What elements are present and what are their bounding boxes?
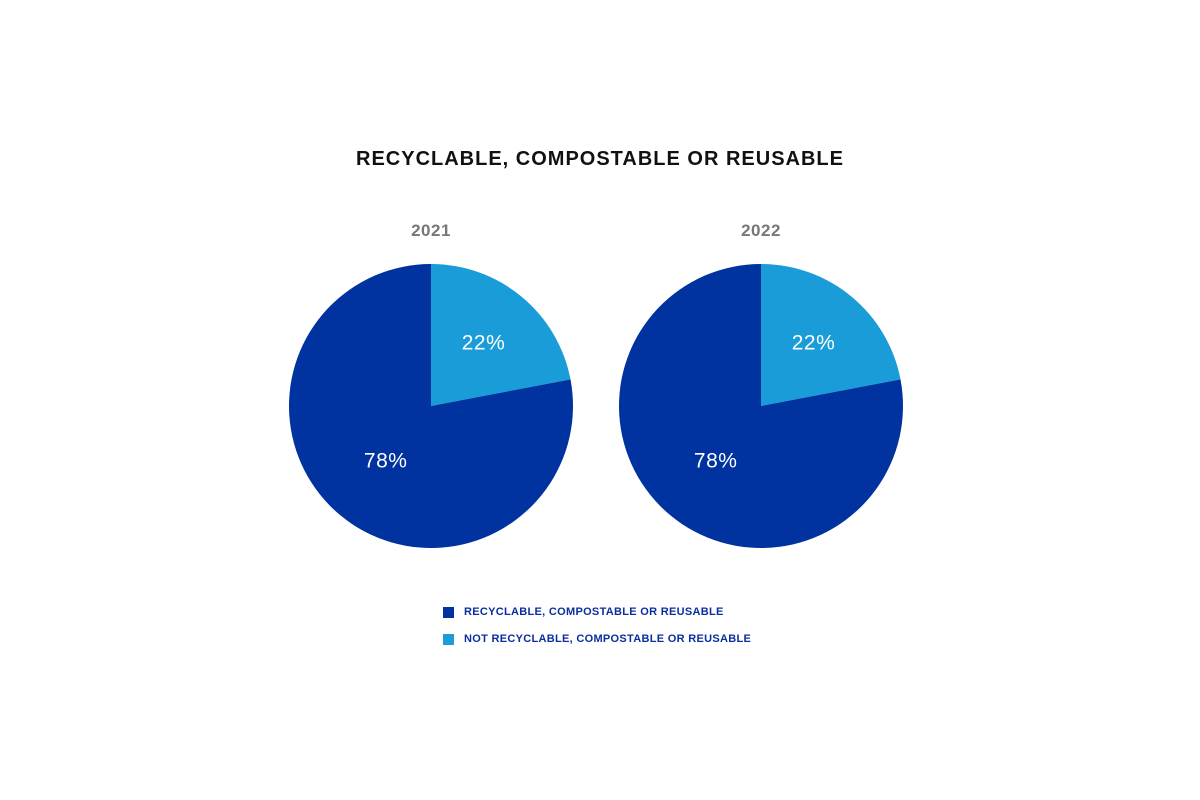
chart-title: RECYCLABLE, COMPOSTABLE OR REUSABLE	[356, 148, 844, 170]
legend-swatch-not-recyclable	[443, 633, 454, 645]
legend-label-not-recyclable: NOT RECYCLABLE, COMPOSTABLE OR REUSABLE	[464, 633, 752, 645]
pie-slice-label-not-recyclable: 22%	[792, 332, 836, 355]
pie-slice-label-not-recyclable: 22%	[462, 332, 506, 355]
legend-item-not-recyclable: NOT RECYCLABLE, COMPOSTABLE OR REUSABLE	[443, 630, 751, 648]
legend: RECYCLABLE, COMPOSTABLE OR REUSABLE NOT …	[443, 603, 751, 657]
pie-slice-recyclable	[288, 264, 574, 549]
legend-label-recyclable: RECYCLABLE, COMPOSTABLE OR REUSABLE	[464, 606, 724, 618]
pie-2022: 2022 22% 78%	[619, 221, 903, 548]
pie-slice-recyclable	[619, 264, 903, 548]
pie-slice-not-recyclable	[431, 264, 571, 406]
legend-item-recyclable: RECYCLABLE, COMPOSTABLE OR REUSABLE	[443, 603, 751, 621]
pie-slice-not-recyclable	[761, 264, 901, 406]
pie-slice-label-recyclable: 78%	[694, 450, 738, 473]
legend-swatch-recyclable	[443, 606, 454, 618]
pie-year-label: 2022	[741, 221, 781, 240]
pie-2021: 2021 22% 78%	[288, 221, 574, 549]
pie-year-label: 2021	[411, 221, 451, 240]
pie-slice-label-recyclable: 78%	[364, 450, 408, 473]
